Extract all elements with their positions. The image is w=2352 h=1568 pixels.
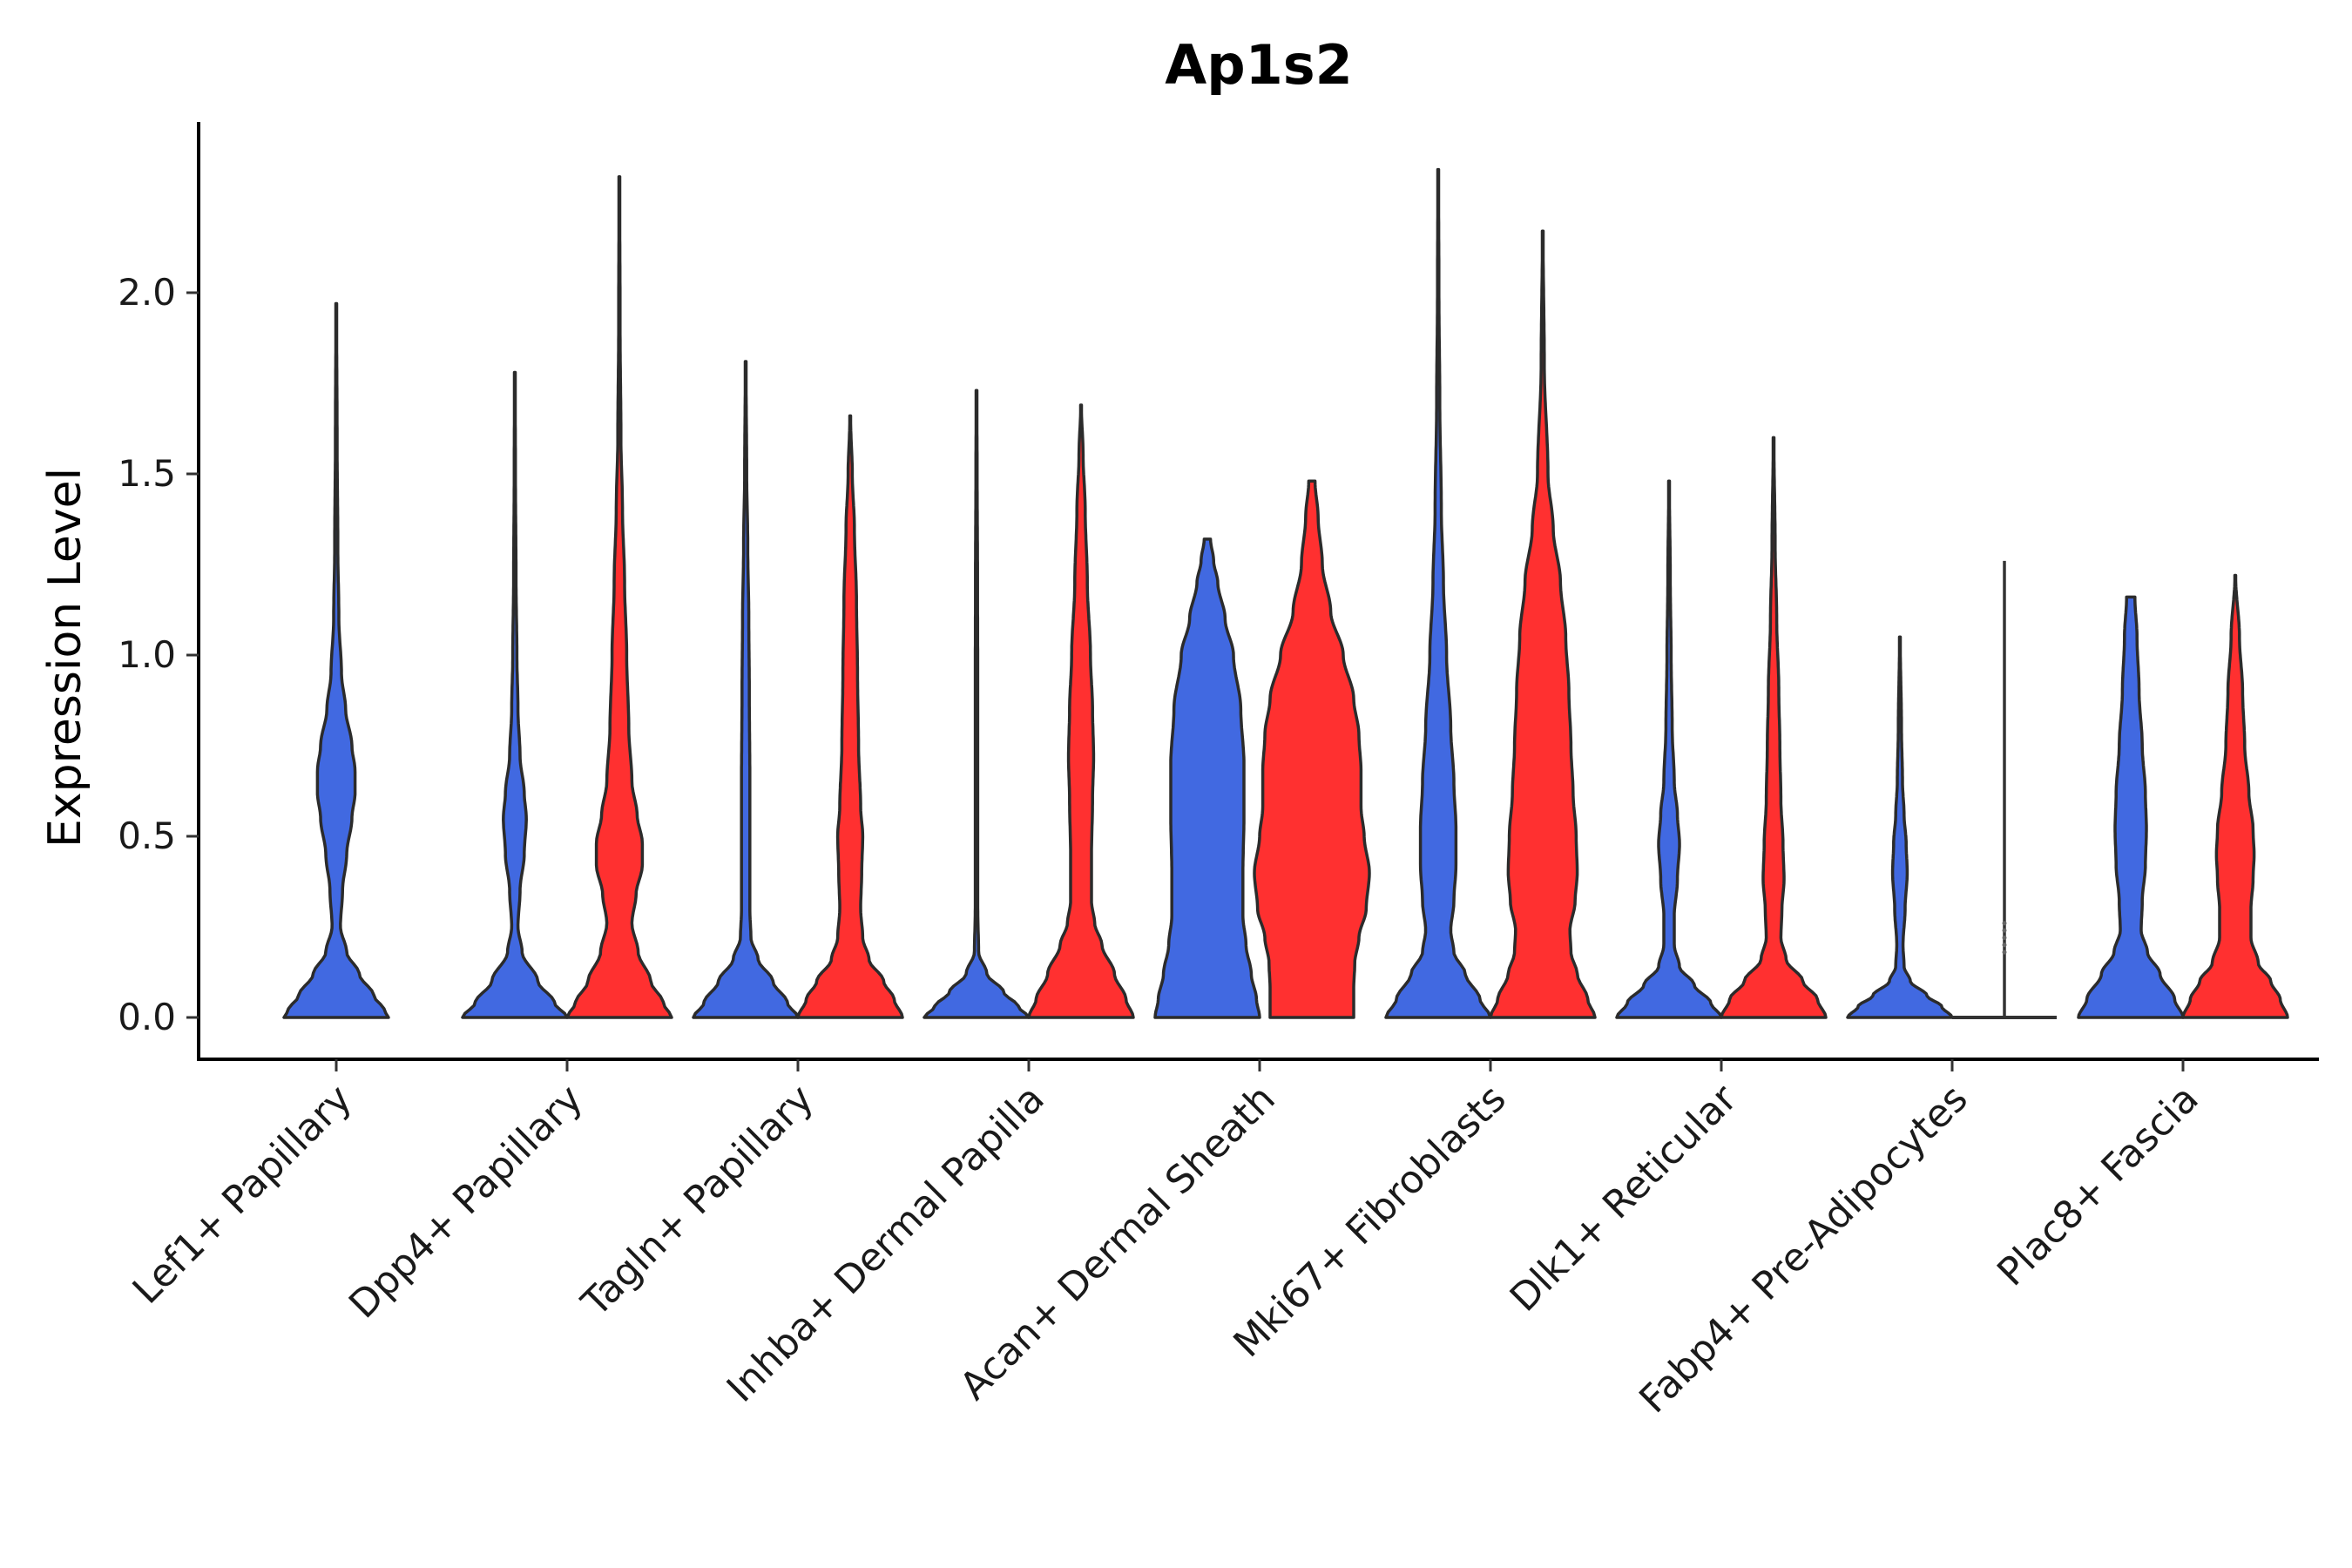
violin-blue xyxy=(461,370,569,1019)
data-point xyxy=(2002,921,2007,926)
violin-body xyxy=(796,414,904,1019)
violin-body xyxy=(565,175,673,1019)
violin-blue xyxy=(1384,167,1492,1019)
y-tick-label: 0.0 xyxy=(118,996,176,1038)
violin-blue xyxy=(692,360,800,1019)
violin-body xyxy=(923,389,1031,1019)
violin-body xyxy=(1384,167,1492,1019)
x-category-label: Lef1+ Papillary xyxy=(125,1077,361,1313)
y-tick-label: 0.5 xyxy=(118,814,176,857)
violin-red xyxy=(565,175,673,1019)
violin-blue xyxy=(1615,479,1723,1019)
violin-body xyxy=(1153,537,1261,1019)
axes-layer xyxy=(197,122,2319,1061)
violin-red xyxy=(1489,229,1597,1019)
y-tick-label: 2.0 xyxy=(118,271,176,314)
violin-blue xyxy=(282,301,390,1019)
y-ticks-layer: 0.0 0.5 1.0 1.5 2.0 xyxy=(118,271,199,1038)
violin-red xyxy=(1253,479,1371,1019)
violin-red xyxy=(1952,560,2057,1019)
violin-body xyxy=(1720,436,1828,1019)
x-category-label: Dpp4+ Papillary xyxy=(341,1077,591,1328)
y-axis-title: Expression Level xyxy=(39,468,91,848)
violins-layer xyxy=(282,167,2289,1019)
violin-body xyxy=(461,370,569,1019)
violin-red xyxy=(1027,403,1135,1019)
data-point xyxy=(2002,928,2007,933)
violin-body xyxy=(2181,573,2289,1019)
violin-red xyxy=(796,414,904,1019)
violin-body xyxy=(1846,635,1954,1019)
violin-body xyxy=(1027,403,1135,1019)
data-point xyxy=(2002,950,2007,955)
violin-body xyxy=(1253,479,1371,1019)
violin-body xyxy=(1489,229,1597,1019)
y-tick-label: 1.0 xyxy=(118,633,176,676)
x-category-label: Tagln+ Papillary xyxy=(573,1077,822,1326)
violin-blue xyxy=(923,389,1031,1019)
violin-body xyxy=(1615,479,1723,1019)
violin-body xyxy=(692,360,800,1019)
violin-blue xyxy=(1153,537,1261,1019)
violin-body xyxy=(2077,595,2185,1019)
violin-red xyxy=(2181,573,2289,1019)
violin-blue xyxy=(2077,595,2185,1019)
violin-red xyxy=(1720,436,1828,1019)
violin-body xyxy=(282,301,390,1019)
data-point xyxy=(2002,935,2007,940)
data-point xyxy=(2002,943,2007,948)
violin-blue xyxy=(1846,635,1954,1019)
y-tick-label: 1.5 xyxy=(118,452,176,495)
x-category-label: Plac8+ Fascia xyxy=(1989,1077,2207,1295)
x-category-label: Dlk1+ Reticular xyxy=(1502,1076,1747,1321)
chart-title: Ap1s2 xyxy=(1165,33,1353,97)
